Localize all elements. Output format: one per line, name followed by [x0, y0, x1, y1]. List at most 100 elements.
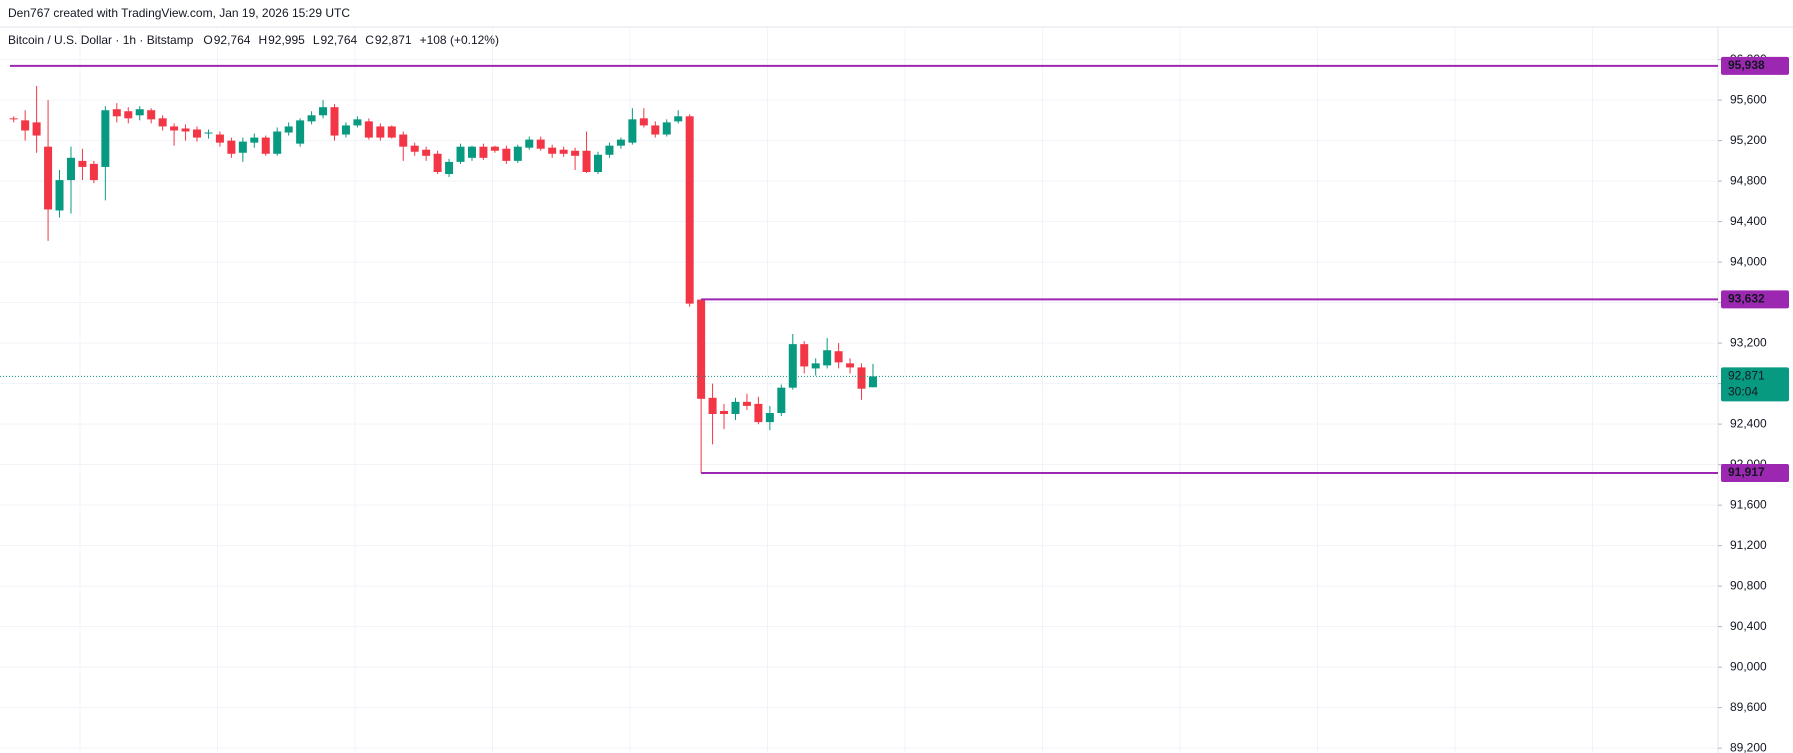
candle-body	[387, 126, 396, 138]
candle-body	[250, 137, 259, 143]
candle-body	[296, 120, 305, 144]
last-price-label: 92,871	[1728, 369, 1765, 383]
candle-body	[868, 376, 877, 388]
candle-body	[32, 122, 41, 136]
candle-body	[78, 160, 87, 167]
candle-body	[101, 110, 110, 167]
header: Den767 created with TradingView.com, Jan…	[8, 6, 350, 20]
level-label-box	[1721, 464, 1789, 483]
candle-body	[823, 350, 832, 366]
last-price-box	[1721, 367, 1789, 402]
candle-body	[777, 387, 786, 413]
y-tick-label: 89,200	[1730, 740, 1767, 753]
candle-body	[135, 109, 144, 116]
level-label: 93,632	[1728, 292, 1765, 306]
candle-body	[525, 139, 534, 148]
level-label-box	[1721, 56, 1789, 75]
candle-body	[364, 121, 373, 138]
y-tick-label: 89,600	[1730, 700, 1767, 714]
candle-body	[353, 119, 362, 126]
y-tick-label: 90,000	[1730, 659, 1767, 673]
candle-body	[788, 344, 797, 388]
candle-body	[89, 163, 98, 181]
candle-body	[502, 148, 511, 161]
y-tick-label: 90,400	[1730, 619, 1767, 633]
y-tick-label: 91,600	[1730, 497, 1767, 511]
candle-body	[720, 410, 729, 414]
candle-body	[651, 125, 660, 135]
candle-body	[261, 137, 270, 154]
candle-body	[628, 119, 637, 143]
candle-body	[215, 134, 224, 143]
candle-body	[559, 149, 568, 154]
candle-body	[594, 154, 603, 172]
y-tick-label: 91,200	[1730, 538, 1767, 552]
candle-body	[456, 146, 465, 162]
candle-body	[147, 110, 156, 120]
candle-body	[422, 149, 431, 156]
candle-body	[170, 126, 179, 131]
candle-body	[616, 139, 625, 146]
y-tick-label: 94,000	[1730, 254, 1767, 268]
ohlc-key: L	[313, 33, 320, 47]
candle-body	[662, 122, 671, 135]
candle-body	[697, 299, 706, 399]
candle-body	[44, 146, 53, 210]
level-label-box	[1721, 290, 1789, 309]
candle-body	[685, 116, 694, 304]
candle-body	[571, 150, 580, 156]
candle-body	[811, 363, 820, 369]
candle-body	[319, 107, 328, 116]
ohlc-value: 92,764	[214, 33, 251, 47]
candle-body	[9, 118, 18, 120]
candle-body	[410, 145, 419, 152]
candle-body	[754, 403, 763, 423]
y-tick-label: 94,400	[1730, 214, 1767, 228]
candle-body	[158, 118, 167, 127]
candle-body	[284, 126, 293, 133]
ohlc-value: 92,995	[268, 33, 305, 47]
candle-body	[181, 128, 190, 132]
candle-body	[834, 351, 843, 363]
candle-body	[445, 161, 454, 175]
candle-body	[605, 145, 614, 155]
candle-body	[124, 111, 133, 119]
level-label: 91,917	[1728, 465, 1765, 479]
candle-body	[800, 344, 809, 367]
candle-body	[112, 109, 121, 117]
candle-body	[433, 153, 442, 172]
candle-body	[307, 115, 316, 122]
ohlc-key: H	[258, 33, 267, 47]
symbol: Bitcoin / U.S. Dollar · 1h · Bitstamp	[8, 33, 194, 47]
candle-body	[66, 157, 75, 181]
y-tick-label: 93,200	[1730, 335, 1767, 349]
candle-body	[21, 120, 30, 131]
top-bar	[0, 0, 1793, 27]
ohlc-key: O	[203, 33, 212, 47]
countdown: 30:04	[1728, 385, 1758, 399]
candle-body	[55, 180, 64, 211]
y-tick-label: 95,600	[1730, 92, 1767, 106]
candle-body	[674, 116, 683, 122]
candle-body	[548, 147, 557, 154]
candle-body	[846, 363, 855, 368]
candle-body	[341, 125, 350, 135]
candle-body	[857, 367, 866, 389]
ohlc-value: 92,871	[375, 33, 412, 47]
candle-body	[399, 134, 408, 147]
y-tick-label: 90,800	[1730, 578, 1767, 592]
y-tick-label: 92,400	[1730, 416, 1767, 430]
candle-body	[227, 140, 236, 154]
candle-body	[708, 397, 717, 414]
candle-body	[513, 146, 522, 161]
candle-body	[238, 141, 247, 153]
candle-body	[742, 401, 751, 406]
change: +108 (+0.12%)	[420, 33, 499, 47]
level-label: 95,938	[1728, 58, 1765, 72]
candle-body	[536, 139, 545, 149]
candle-body	[765, 412, 774, 423]
candle-body	[273, 131, 282, 154]
candle-body	[193, 129, 202, 138]
